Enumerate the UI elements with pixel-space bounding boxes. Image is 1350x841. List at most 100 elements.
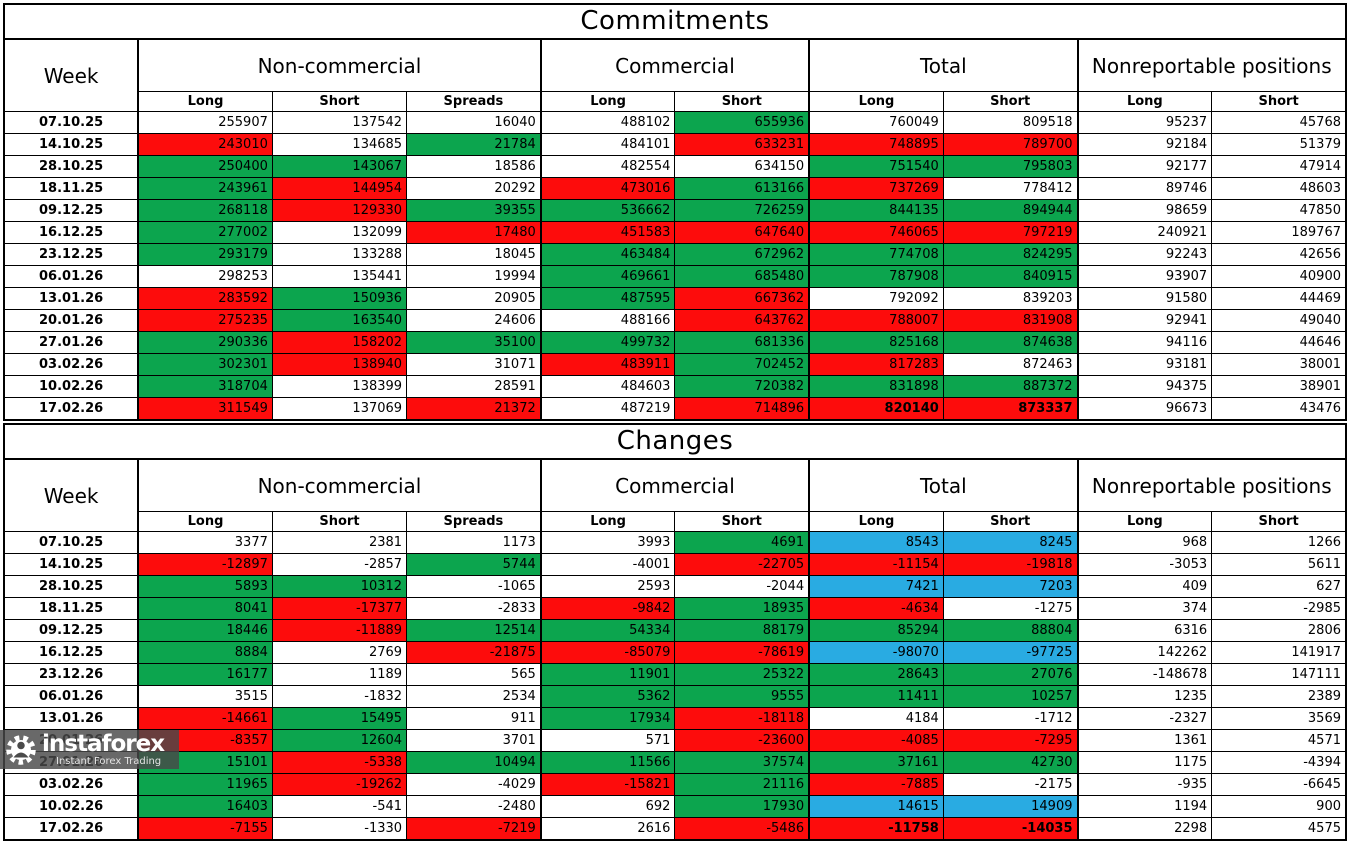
commitments-title: Commitments <box>3 3 1347 38</box>
week-cell: 14.10.25 <box>3 133 140 156</box>
value-cell: 10257 <box>942 685 1079 708</box>
value-cell: 92177 <box>1076 155 1213 178</box>
value-cell: -19262 <box>271 773 408 796</box>
week-cell: 14.10.25 <box>3 553 140 576</box>
value-cell: 135441 <box>271 265 408 288</box>
value-cell: 8543 <box>808 531 944 554</box>
value-cell: 5744 <box>406 553 542 576</box>
value-cell: -22705 <box>674 553 810 576</box>
value-cell: 643762 <box>674 309 810 332</box>
col-header-nc-short: Short <box>271 91 408 112</box>
value-cell: 37161 <box>808 751 944 774</box>
value-cell: 311549 <box>137 397 273 421</box>
table-row: 18.11.25 8041 -17377 -2833 -9842 18935 -4634 -1… <box>3 597 1347 620</box>
value-cell: 95237 <box>1076 111 1213 134</box>
value-cell: -2985 <box>1211 597 1347 620</box>
value-cell: 39355 <box>406 199 542 222</box>
value-cell: 1266 <box>1211 531 1347 554</box>
value-cell: 138940 <box>271 353 408 376</box>
value-cell: 1235 <box>1076 685 1213 708</box>
col-header-nr-long: Long <box>1076 511 1213 532</box>
value-cell: 94375 <box>1076 375 1213 398</box>
value-cell: 255907 <box>137 111 273 134</box>
value-cell: 488102 <box>539 111 676 134</box>
value-cell: 7203 <box>942 575 1079 598</box>
value-cell: 5893 <box>137 575 273 598</box>
value-cell: 483911 <box>539 353 676 376</box>
value-cell: 137542 <box>271 111 408 134</box>
value-cell: 11901 <box>539 663 676 686</box>
value-cell: -1065 <box>406 575 542 598</box>
table-row: 06.01.26 298253 135441 19994 469661 685480 787… <box>3 265 1347 288</box>
value-cell: 137069 <box>271 397 408 421</box>
value-cell: 134685 <box>271 133 408 156</box>
week-cell: 06.01.26 <box>3 265 140 288</box>
value-cell: 809518 <box>942 111 1079 134</box>
value-cell: 692 <box>539 795 676 818</box>
value-cell: 144954 <box>271 177 408 200</box>
col-header-t-long: Long <box>808 91 944 112</box>
week-cell: 23.12.26 <box>3 663 140 686</box>
value-cell: 748895 <box>808 133 944 156</box>
value-cell: -23600 <box>674 729 810 752</box>
value-cell: 94116 <box>1076 331 1213 354</box>
table-row: 10.02.26 318704 138399 28591 484603 720382 831… <box>3 375 1347 398</box>
week-cell: 03.02.26 <box>3 353 140 376</box>
value-cell: 21116 <box>674 773 810 796</box>
value-cell: 8884 <box>137 641 273 664</box>
value-cell: 968 <box>1076 531 1213 554</box>
group-header-total: Total <box>808 458 1079 512</box>
value-cell: -1832 <box>271 685 408 708</box>
value-cell: -11154 <box>808 553 944 576</box>
value-cell: 2806 <box>1211 619 1347 642</box>
value-cell: 720382 <box>674 375 810 398</box>
value-cell: 302301 <box>137 353 273 376</box>
value-cell: -85079 <box>539 641 676 664</box>
changes-table: Week Non-commercial Commercial Total Non… <box>3 458 1347 841</box>
table-row: 07.10.25 3377 2381 1173 3993 4691 8543 8245 968 1… <box>3 531 1347 554</box>
value-cell: 18446 <box>137 619 273 642</box>
value-cell: 681336 <box>674 331 810 354</box>
value-cell: 147111 <box>1211 663 1347 686</box>
value-cell: 88179 <box>674 619 810 642</box>
value-cell: 19994 <box>406 265 542 288</box>
value-cell: 788007 <box>808 309 944 332</box>
value-cell: 1175 <box>1076 751 1213 774</box>
table-row: 20.01.26-8357126043701571-23600-4085-729… <box>3 729 1347 752</box>
value-cell: -12897 <box>137 553 273 576</box>
week-cell: 17.02.26 <box>3 817 140 841</box>
value-cell: -78619 <box>674 641 810 664</box>
value-cell: 3377 <box>137 531 273 554</box>
value-cell: 726259 <box>674 199 810 222</box>
value-cell: 45768 <box>1211 111 1347 134</box>
table-row: 10.02.26 16403 -541 -2480 692 17930 14615 14909… <box>3 795 1347 818</box>
week-header: Week <box>3 458 139 532</box>
week-cell: 20.01.26 <box>3 309 140 332</box>
value-cell: 8245 <box>942 531 1079 554</box>
value-cell: -935 <box>1076 773 1213 796</box>
value-cell: 16403 <box>137 795 273 818</box>
value-cell: 27076 <box>942 663 1079 686</box>
value-cell: 4571 <box>1211 729 1347 752</box>
value-cell: 613166 <box>674 177 810 200</box>
table-row: 27.01.26 290336 158202 35100 499732 681336 825… <box>3 331 1347 354</box>
value-cell: 820140 <box>808 397 944 421</box>
value-cell: 93907 <box>1076 265 1213 288</box>
value-cell: 633231 <box>674 133 810 156</box>
commitments-table: Week Non-commercial Commercial Total Non… <box>3 38 1347 421</box>
value-cell: -7219 <box>406 817 542 841</box>
value-cell: 894944 <box>942 199 1079 222</box>
week-cell: 28.10.25 <box>3 155 140 178</box>
value-cell: 17480 <box>406 221 542 244</box>
value-cell: 3569 <box>1211 707 1347 730</box>
value-cell: 887372 <box>942 375 1079 398</box>
value-cell: 133288 <box>271 243 408 266</box>
col-header-nc-long: Long <box>137 91 273 112</box>
value-cell: 374 <box>1076 597 1213 620</box>
value-cell: -1275 <box>942 597 1079 620</box>
value-cell: 21372 <box>406 397 542 421</box>
value-cell: 789700 <box>942 133 1079 156</box>
col-header-nr-short: Short <box>1211 91 1347 112</box>
value-cell: 2298 <box>1076 817 1213 841</box>
col-header-c-long: Long <box>539 91 676 112</box>
